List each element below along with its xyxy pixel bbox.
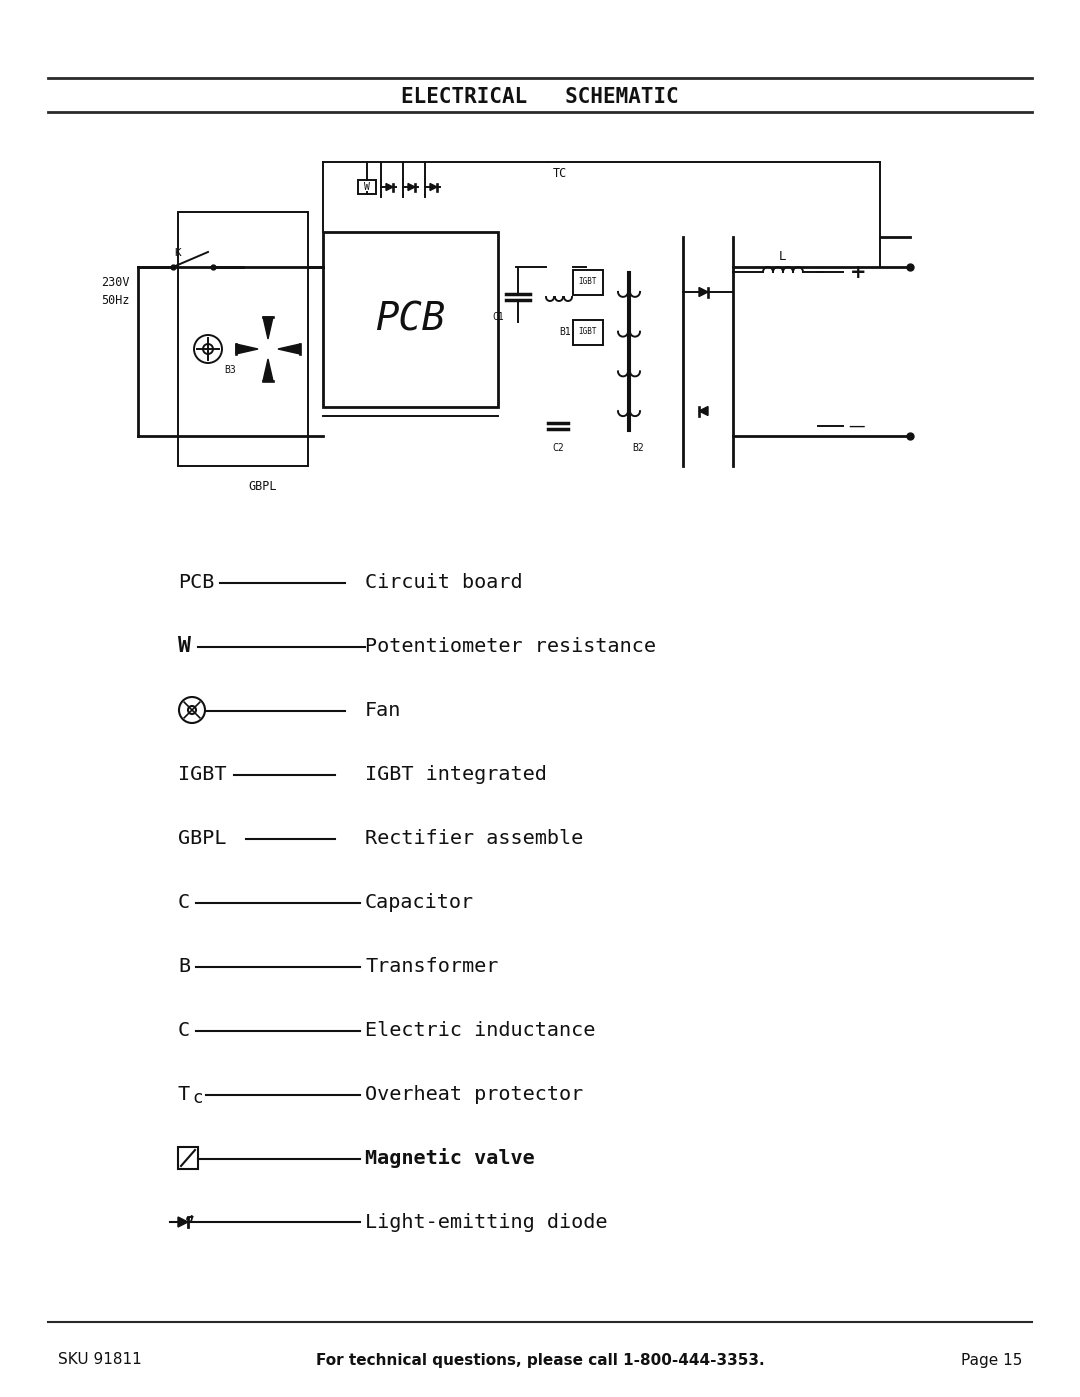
Bar xyxy=(323,232,498,407)
Bar xyxy=(573,270,603,295)
Text: Electric inductance: Electric inductance xyxy=(365,1020,595,1039)
Polygon shape xyxy=(699,407,708,415)
Text: For technical questions, please call 1-800-444-3353.: For technical questions, please call 1-8… xyxy=(315,1352,765,1368)
Bar xyxy=(178,212,308,467)
Text: IGBT: IGBT xyxy=(579,278,597,286)
Text: Light-emitting diode: Light-emitting diode xyxy=(365,1213,607,1232)
Text: TC: TC xyxy=(553,168,567,180)
Text: SKU 91811: SKU 91811 xyxy=(58,1352,141,1368)
Bar xyxy=(357,180,376,194)
Polygon shape xyxy=(278,344,300,353)
Polygon shape xyxy=(699,288,708,296)
Text: Magnetic valve: Magnetic valve xyxy=(365,1148,535,1168)
Text: W: W xyxy=(364,182,370,191)
Polygon shape xyxy=(430,183,437,190)
Text: GBPL: GBPL xyxy=(178,828,227,848)
Text: B: B xyxy=(178,957,190,975)
Text: Transformer: Transformer xyxy=(365,957,498,975)
Polygon shape xyxy=(408,183,415,190)
Text: Rectifier assemble: Rectifier assemble xyxy=(365,828,583,848)
Polygon shape xyxy=(178,1217,188,1227)
Text: IGBT: IGBT xyxy=(178,764,227,784)
Text: —: — xyxy=(848,416,865,434)
Text: IGBT: IGBT xyxy=(579,327,597,337)
Text: 230V: 230V xyxy=(102,275,130,289)
Text: Fan: Fan xyxy=(365,700,402,719)
Bar xyxy=(178,1147,198,1169)
Text: +: + xyxy=(850,263,866,282)
Text: T: T xyxy=(178,1084,190,1104)
Text: GBPL: GBPL xyxy=(248,481,278,493)
Text: PCB: PCB xyxy=(178,573,214,591)
Text: B2: B2 xyxy=(632,443,644,453)
Text: Potentiometer resistance: Potentiometer resistance xyxy=(365,637,656,655)
Text: Circuit board: Circuit board xyxy=(365,573,523,591)
Text: K: K xyxy=(175,249,181,258)
Polygon shape xyxy=(237,344,258,353)
Text: Overheat protector: Overheat protector xyxy=(365,1084,583,1104)
Text: 50Hz: 50Hz xyxy=(102,293,130,306)
Text: Page 15: Page 15 xyxy=(960,1352,1022,1368)
Polygon shape xyxy=(386,183,393,190)
Text: C2: C2 xyxy=(552,443,564,453)
Text: Capacitor: Capacitor xyxy=(365,893,474,911)
Text: C1: C1 xyxy=(492,312,504,321)
Bar xyxy=(573,320,603,345)
Text: L: L xyxy=(780,250,786,263)
Text: PCB: PCB xyxy=(376,300,446,338)
Polygon shape xyxy=(264,317,273,339)
Text: IGBT integrated: IGBT integrated xyxy=(365,764,546,784)
Text: C: C xyxy=(178,893,190,911)
Text: W: W xyxy=(178,636,191,657)
Text: B1: B1 xyxy=(559,327,571,337)
Text: C: C xyxy=(178,1020,190,1039)
Polygon shape xyxy=(264,359,273,381)
Text: c: c xyxy=(192,1090,203,1106)
Text: B3: B3 xyxy=(224,365,235,374)
Text: ELECTRICAL   SCHEMATIC: ELECTRICAL SCHEMATIC xyxy=(401,87,679,108)
